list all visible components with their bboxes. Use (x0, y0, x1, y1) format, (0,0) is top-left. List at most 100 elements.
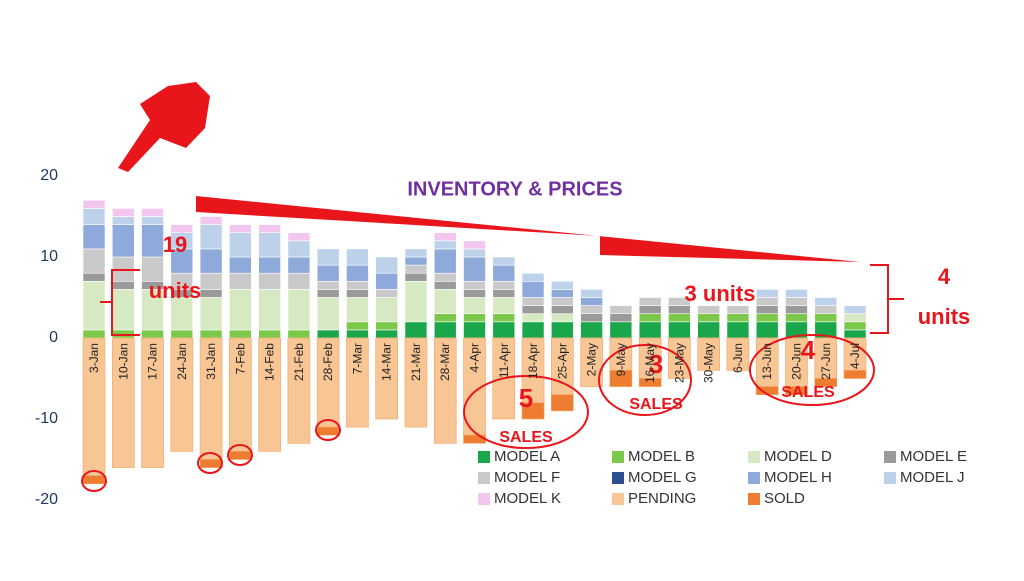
annotation: SALES (499, 429, 553, 446)
bar-segment (814, 313, 838, 323)
x-tick-label: 4-Jul (848, 343, 862, 369)
bar-segment (433, 272, 457, 282)
bar-segment (258, 272, 281, 290)
legend-label: PENDING (628, 490, 696, 507)
annotation: units (918, 304, 971, 329)
annotation: units (149, 278, 202, 303)
bar-segment (492, 313, 516, 323)
bar-segment (433, 321, 457, 339)
x-tick-label: 17-Jan (146, 343, 160, 380)
x-tick-label: 3-Jan (87, 343, 101, 373)
bar-segment (287, 272, 311, 290)
legend-swatch (478, 451, 490, 463)
bar-segment (521, 305, 545, 315)
bar-segment (199, 297, 223, 331)
bar-segment (697, 337, 720, 371)
bar-segment (668, 321, 691, 339)
bar-segment (580, 297, 603, 306)
bar-segment (492, 280, 516, 290)
bar-segment (346, 280, 369, 290)
bar-segment (82, 224, 106, 250)
bar-segment (580, 305, 603, 315)
legend-swatch (748, 493, 760, 505)
bar-segment (463, 313, 486, 323)
x-tick-label: 24-Jan (175, 343, 189, 380)
bar-segment (287, 232, 311, 242)
circle (749, 334, 875, 406)
bar-segment (668, 313, 691, 323)
x-tick-label: 6-Jun (731, 343, 745, 373)
x-tick-label: 21-Mar (409, 343, 423, 381)
bar-segment (463, 289, 486, 298)
bar-segment (258, 256, 281, 274)
bar-segment (346, 337, 369, 428)
bar-segment (346, 289, 369, 298)
bar-segment (375, 256, 399, 274)
bar-segment (580, 313, 603, 323)
bar-segment (492, 321, 516, 339)
bar-segment (521, 313, 545, 323)
annotation: 4 (801, 335, 816, 365)
x-tick-label: 30-May (702, 343, 716, 383)
bar-segment (638, 305, 662, 315)
bar-segment (199, 329, 223, 339)
bar-segment (316, 280, 340, 290)
bar-segment (111, 280, 135, 290)
legend-label: MODEL F (494, 469, 560, 486)
bar-segment (258, 224, 281, 234)
bar-segment (199, 459, 223, 468)
bar-segment (375, 297, 399, 323)
annotation: 3 units (685, 281, 756, 306)
bar-segment (404, 264, 428, 274)
bar-segment (843, 370, 867, 379)
bar-segment (726, 305, 750, 315)
legend-label: MODEL J (900, 469, 964, 486)
bar-segment (404, 248, 428, 258)
bar-segment (551, 305, 574, 315)
circle (315, 419, 341, 441)
bar-segment (258, 337, 281, 452)
legend-swatch (884, 472, 896, 484)
bar-segment (785, 313, 808, 323)
bar-segment (170, 224, 194, 234)
bar-segment (82, 475, 106, 485)
bar-segment (111, 216, 135, 225)
legend-swatch (748, 472, 760, 484)
trend-arrow (196, 196, 860, 262)
bar-segment (433, 248, 457, 274)
bar-segment (521, 297, 545, 306)
bar-segment (346, 297, 369, 323)
x-tick-label: 20-Jun (789, 343, 803, 380)
bar-segment (404, 256, 428, 266)
bar-segment (463, 256, 486, 282)
bar-segment (287, 337, 311, 444)
bar-segment (638, 378, 662, 387)
bar-segment (433, 240, 457, 250)
bar-segment (375, 329, 399, 339)
bar-segment (316, 264, 340, 282)
bar-segment (199, 289, 223, 298)
bar-segment (580, 289, 603, 298)
bar-segment (463, 297, 486, 315)
bar-segment (316, 289, 340, 298)
bar-segment (404, 321, 428, 339)
y-tick-label: -10 (35, 410, 58, 427)
bar-segment (638, 321, 662, 339)
bar-segment (638, 297, 662, 306)
bar-segment (111, 337, 135, 468)
bracket-left (100, 269, 140, 336)
bar-segment (141, 224, 164, 258)
bar-segment (199, 224, 223, 250)
bar-segment (287, 329, 311, 339)
x-tick-label: 31-Jan (204, 343, 218, 380)
bar-segment (82, 272, 106, 282)
bar-segment (433, 232, 457, 242)
bar-segment (785, 305, 808, 315)
bar-segment (316, 248, 340, 266)
y-tick-label: -20 (35, 491, 58, 508)
bar-segment (609, 313, 633, 323)
bar-segment (843, 329, 867, 339)
circle (598, 344, 692, 416)
bar-segment (492, 297, 516, 315)
x-tick-label: 14-Mar (380, 343, 394, 381)
